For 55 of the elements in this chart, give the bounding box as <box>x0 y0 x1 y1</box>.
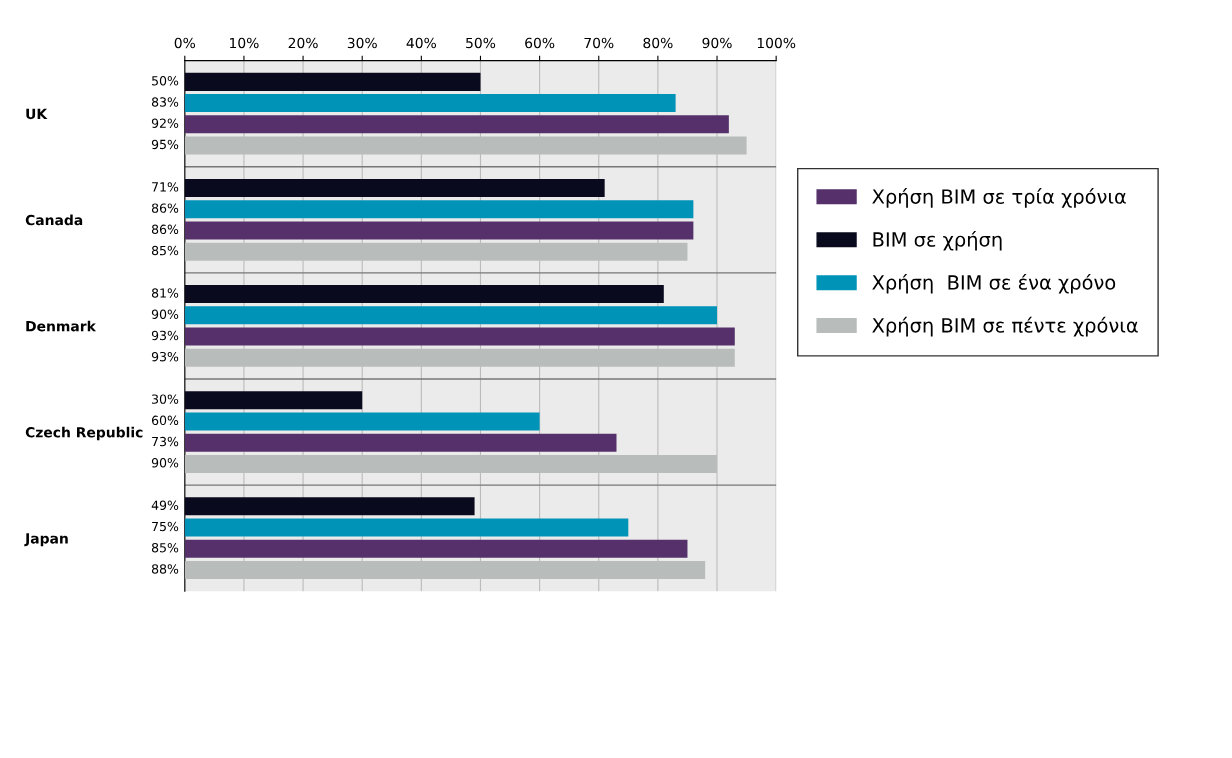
x-tick-label: 80% <box>643 37 673 49</box>
bar <box>184 200 694 219</box>
y-tick-label: Denmark <box>26 320 97 332</box>
y-tick-label: Czech Republic <box>25 426 143 441</box>
bar <box>184 327 735 346</box>
data-label: 93% <box>151 330 179 341</box>
bar <box>184 518 629 537</box>
x-tick-label: 70% <box>584 37 614 49</box>
bar <box>184 115 729 134</box>
bar <box>184 539 688 558</box>
y-tick-label: UK <box>26 108 48 120</box>
data-label: 75% <box>152 521 179 532</box>
data-label: 30% <box>152 394 179 404</box>
x-tick-label: 90% <box>702 37 732 49</box>
x-tick-label: 20% <box>288 37 318 49</box>
y-tick-label: Japan <box>24 533 68 547</box>
data-label: 90% <box>151 309 179 319</box>
bar <box>184 221 694 240</box>
data-label: 88% <box>151 564 179 574</box>
bar <box>184 72 481 91</box>
x-tick-label: 30% <box>347 37 377 49</box>
bar <box>184 306 718 325</box>
data-label: 85% <box>151 542 179 553</box>
bar <box>184 391 363 410</box>
data-label: 73% <box>152 436 179 447</box>
bar <box>184 285 664 304</box>
legend-label: Χρήση BIM σε τρία χρόνια <box>872 188 1126 208</box>
x-tick-label: 10% <box>230 37 259 49</box>
x-tick-label: 50% <box>466 37 496 49</box>
data-label: 86% <box>151 203 179 213</box>
data-label: 92% <box>151 118 179 128</box>
x-tick-label: 40% <box>406 37 437 49</box>
data-label: 95% <box>151 139 179 150</box>
legend-label: BIM σε χρήση <box>873 231 1002 251</box>
data-label: 85% <box>151 245 179 256</box>
bar <box>184 497 475 516</box>
bar <box>184 178 605 197</box>
bar <box>184 94 676 113</box>
data-label: 49% <box>151 500 179 510</box>
data-label: 86% <box>151 224 179 235</box>
y-tick-label: Canada <box>25 214 83 226</box>
bar <box>184 433 617 452</box>
data-label: 93% <box>151 351 179 362</box>
x-tick-label: 0% <box>174 37 196 49</box>
data-label: 60% <box>151 415 179 426</box>
data-label: 50% <box>152 76 179 86</box>
data-label: 81% <box>151 288 179 298</box>
bar <box>184 412 540 431</box>
data-label: 90% <box>151 458 179 468</box>
x-tick-label: 60% <box>525 37 555 49</box>
legend-label: Χρήση BIM σε ένα χρόνο <box>872 273 1116 294</box>
legend-label: Χρήση BIM σε πέντε χρόνια <box>872 316 1138 337</box>
data-label: 71% <box>152 182 179 192</box>
x-tick-label: 100% <box>757 37 796 49</box>
data-label: 83% <box>151 97 179 107</box>
